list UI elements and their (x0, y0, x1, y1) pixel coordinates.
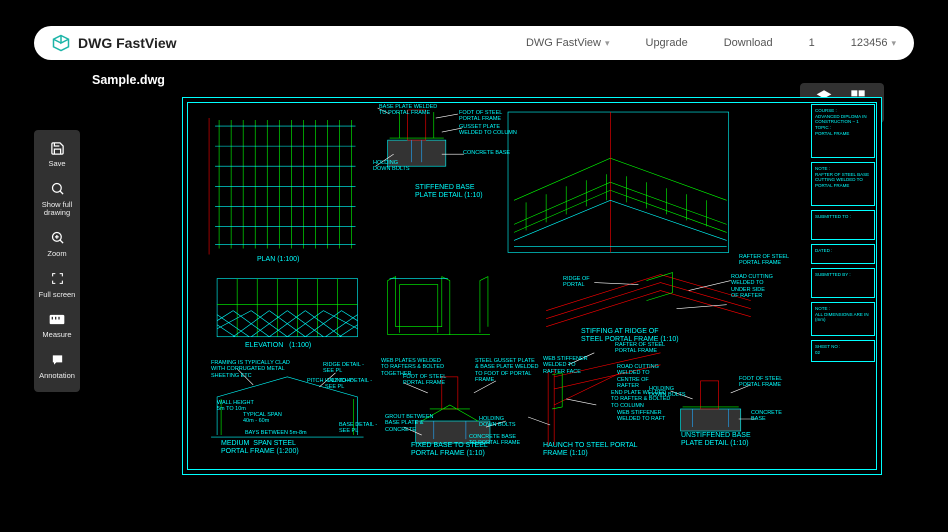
chevron-down-icon: ▾ (891, 38, 896, 49)
measure-icon (49, 311, 65, 327)
filename-label: Sample.dwg (92, 73, 165, 87)
app-title: DWG FastView (78, 35, 177, 51)
callout: HOLDING DOWN BOLTS (649, 386, 686, 399)
callout: ROAD CUTTING WELDED TO UNDER SIDE OF RAF… (731, 274, 773, 299)
callout: FOOT OF STEEL PORTAL FRAME (739, 376, 782, 389)
header-right: DWG FastView▾ Upgrade Download 1 123456▾ (526, 37, 896, 49)
haunch-title: HAUNCH TO STEEL PORTAL FRAME (1:10) (543, 442, 638, 458)
nav-download[interactable]: Download (724, 37, 773, 49)
callout: RAFTER OF STEEL PORTAL FRAME (615, 342, 665, 355)
show-full-drawing-button[interactable]: Show full drawing (36, 181, 78, 218)
callout: RIDGE OF PORTAL (563, 276, 590, 289)
app-header: DWG FastView DWG FastView▾ Upgrade Downl… (34, 26, 914, 60)
titleblock-cell: SUBMITTED BY : (811, 268, 875, 298)
callout: HOLDING DOWN BOLTS (479, 416, 516, 429)
callout: BASE DETAIL - SEE PL (339, 422, 377, 435)
titleblock-cell: NOTE :RAFTER OF STEEL BASE CUTTING WELDE… (811, 162, 875, 206)
magnify-icon (49, 181, 65, 197)
plan-title: PLAN (1:100) (257, 256, 299, 264)
logo-icon (52, 34, 70, 52)
baseplate-title: STIFFENED BASE PLATE DETAIL (1:10) (415, 184, 483, 200)
callout: HOLDING DOWN BOLTS (373, 160, 410, 173)
titleblock-strip: COURSE :ADVANCED DIPLOMA IN CONSTRUCTION… (811, 104, 875, 468)
callout: BAYS BETWEEN 5m-8m (245, 430, 307, 436)
annotation-button[interactable]: Annotation (36, 352, 78, 381)
callout: WALL HEIGHT 5m TO 10m (217, 400, 254, 413)
left-toolbar: Save Show full drawing Zoom Full screen … (34, 130, 80, 392)
callout: WEB STIFFENER WELDED TO RAFTER FACE (543, 356, 588, 375)
titleblock-cell: SHEET NO : 02 (811, 340, 875, 362)
callout: CONCRETE BASE (751, 410, 782, 423)
chevron-down-icon: ▾ (605, 38, 610, 49)
unstiff-title: UNSTIFFENED BASE PLATE DETAIL (1:10) (681, 432, 751, 448)
callout: GUSSET PLATE WELDED TO COLUMN (459, 124, 517, 137)
callout: FOOT OF STEEL PORTAL FRAME (403, 374, 446, 387)
titleblock-cell: SUBMITTED TO : (811, 210, 875, 240)
callout: TYPICAL SPAN 40m - 60m (243, 412, 282, 425)
callout: RIDGE DETAIL - SEE PL (323, 362, 364, 375)
user-menu[interactable]: 123456▾ (851, 37, 896, 49)
measure-button[interactable]: Measure (36, 311, 78, 340)
callout: WEB STIFFENER WELDED TO RAFT (617, 410, 665, 423)
nav-dwgfastview[interactable]: DWG FastView▾ (526, 37, 610, 49)
elevation-title: ELEVATION (1:100) (245, 342, 311, 350)
nav-upgrade[interactable]: Upgrade (646, 37, 688, 49)
callout: BASE PLATE WELDED TO PORTAL FRAME (379, 104, 437, 117)
zoom-button[interactable]: Zoom (36, 230, 78, 259)
portal-title: MEDIUM SPAN STEEL PORTAL FRAME (1:200) (221, 440, 299, 456)
callout: CONCRETE BASE (463, 150, 510, 156)
fullscreen-icon (49, 271, 65, 287)
callout: CONCRETE BASE TO PORTAL FRAME (469, 434, 520, 447)
callout: GROUT BETWEEN BASE PLATE & CONCRETE (385, 414, 434, 433)
drawing-canvas[interactable]: COURSE :ADVANCED DIPLOMA IN CONSTRUCTION… (182, 97, 882, 475)
fullscreen-button[interactable]: Full screen (36, 271, 78, 300)
callout: FRAMING IS TYPICALLY CLAD WITH CORRUGATE… (211, 360, 290, 379)
annotation-icon (49, 352, 65, 368)
save-icon (49, 140, 65, 156)
callout: FOOT OF STEEL PORTAL FRAME (459, 110, 502, 123)
header-badge: 1 (809, 37, 815, 49)
titleblock-cell: NOTE :ALL DIMENSIONS ARE IN (mm) (811, 302, 875, 336)
save-button[interactable]: Save (36, 140, 78, 169)
titleblock-cell: COURSE :ADVANCED DIPLOMA IN CONSTRUCTION… (811, 104, 875, 158)
logo: DWG FastView (52, 34, 177, 52)
titleblock-cell: DATED : (811, 244, 875, 264)
zoom-icon (49, 230, 65, 246)
callout: PITCH 1:12 TO 4° (307, 378, 353, 384)
callout: STEEL GUSSET PLATE & BASE PLATE WELDED T… (475, 358, 538, 383)
callout: RAFTER OF STEEL PORTAL FRAME (739, 254, 789, 267)
